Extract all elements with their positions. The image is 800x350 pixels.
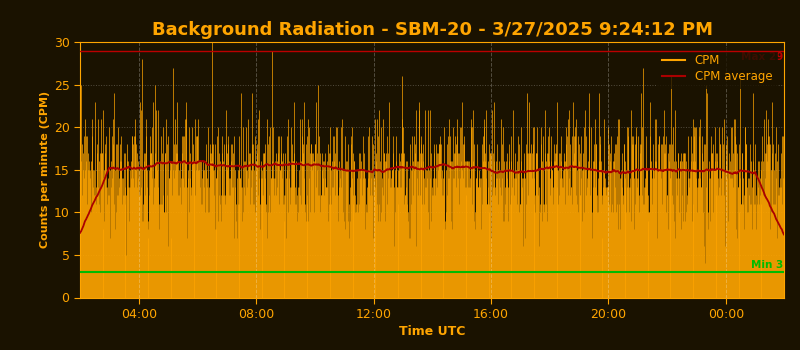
Y-axis label: Counts per minute (CPM): Counts per minute (CPM): [39, 91, 50, 248]
Text: Min 3: Min 3: [751, 260, 783, 270]
Legend: CPM, CPM average: CPM, CPM average: [656, 48, 778, 89]
X-axis label: Time UTC: Time UTC: [399, 325, 465, 338]
Text: Max 29: Max 29: [742, 52, 783, 62]
Title: Background Radiation - SBM-20 - 3/27/2025 9:24:12 PM: Background Radiation - SBM-20 - 3/27/202…: [151, 21, 713, 39]
